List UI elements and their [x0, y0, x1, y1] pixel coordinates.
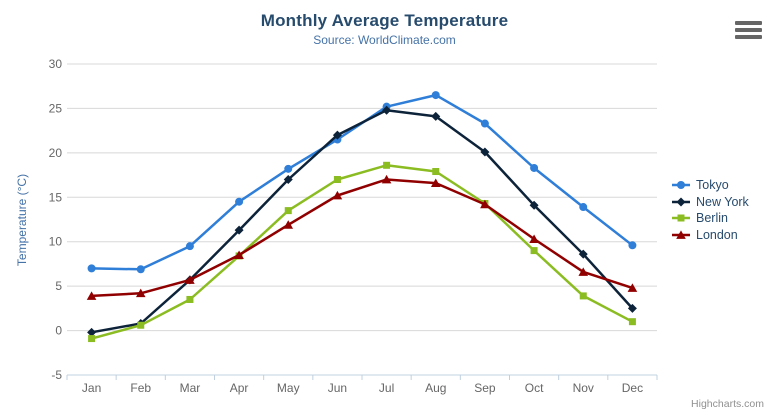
point-tokyo-mar[interactable] [185, 242, 194, 251]
point-london-aug[interactable] [430, 178, 441, 187]
legend-label: Tokyo [696, 178, 729, 193]
hamburger-icon [735, 35, 762, 39]
series-line-tokyo [90, 93, 634, 271]
chart-title: Monthly Average Temperature [260, 11, 509, 30]
legend-symbol-london[interactable] [676, 230, 686, 239]
point-berlin-oct[interactable] [530, 247, 538, 255]
new-york-series-marker-icon [672, 197, 690, 207]
x-axis-label: Oct [525, 381, 544, 395]
point-berlin-mar[interactable] [186, 295, 194, 303]
point-tokyo-oct[interactable] [530, 163, 539, 172]
point-tokyo-feb[interactable] [136, 265, 145, 274]
point-new-york-jul[interactable] [382, 105, 392, 115]
y-axis-label: 0 [55, 324, 62, 338]
point-tokyo-dec[interactable] [628, 241, 637, 250]
y-axis-label: 15 [49, 190, 63, 204]
point-london-nov[interactable] [578, 267, 589, 276]
point-london-sep[interactable] [480, 199, 490, 209]
x-axis-labels: Jan Feb Mar Apr May Jun Jul Aug Sep Oct Nov Dec [82, 381, 643, 395]
y-axis-label: 30 [49, 57, 63, 71]
point-london-jul[interactable] [381, 174, 392, 184]
point-new-york-may[interactable] [283, 175, 293, 185]
point-london-mar[interactable] [185, 275, 195, 284]
point-new-york-dec[interactable] [627, 303, 637, 313]
series-new-york[interactable] [87, 105, 637, 337]
point-new-york-jan[interactable] [87, 327, 97, 337]
tokyo-series-marker-icon [672, 181, 690, 190]
point-berlin-nov[interactable] [579, 292, 587, 300]
point-london-may[interactable] [283, 220, 294, 229]
point-new-york-jun[interactable] [332, 130, 342, 140]
x-axis-label: Feb [130, 381, 151, 395]
y-axis-label: 20 [49, 146, 63, 160]
x-axis-label: Jan [82, 381, 101, 395]
point-berlin-dec[interactable] [628, 318, 636, 326]
point-new-york-apr[interactable] [234, 225, 244, 235]
legend-item-berlin[interactable]: Berlin [671, 210, 749, 227]
legend-label: Berlin [696, 211, 728, 226]
legend-symbol-new-york[interactable] [676, 197, 686, 207]
point-london-dec[interactable] [627, 283, 638, 292]
point-berlin-aug[interactable] [432, 168, 440, 176]
chart-subtitle: Source: WorldClimate.com [313, 33, 456, 47]
x-axis-label: May [277, 381, 300, 395]
x-axis-label: Sep [474, 381, 496, 395]
y-axis-labels: -5 0 5 10 15 20 25 30 [49, 57, 63, 382]
credits-link[interactable]: Highcharts.com [691, 398, 764, 410]
point-london-jan[interactable] [86, 291, 97, 300]
x-axis-label: Aug [425, 381, 446, 395]
berlin-series-marker-icon [672, 214, 690, 222]
legend-item-new-york[interactable]: New York [671, 194, 749, 211]
series-line-berlin [90, 164, 634, 340]
series-tokyo[interactable] [87, 91, 637, 274]
hamburger-icon [735, 21, 762, 25]
point-berlin-may[interactable] [284, 207, 292, 215]
legend-item-tokyo[interactable]: Tokyo [671, 177, 749, 194]
london-series-marker-icon [672, 230, 690, 239]
point-berlin-feb[interactable] [137, 321, 145, 329]
series-line-london [90, 178, 634, 298]
point-new-york-aug[interactable] [431, 111, 441, 121]
legend: Tokyo New York Berlin London [671, 177, 749, 243]
chart-context-menu-button[interactable] [735, 21, 762, 39]
legend-label: New York [696, 194, 749, 209]
point-tokyo-sep[interactable] [480, 119, 489, 128]
point-tokyo-apr[interactable] [235, 197, 244, 206]
series-london[interactable] [86, 174, 638, 300]
x-axis-label: Jul [379, 381, 394, 395]
y-axis-label: 5 [55, 279, 62, 293]
legend-item-london[interactable]: London [671, 227, 749, 244]
point-tokyo-aug[interactable] [431, 91, 440, 100]
legend-label: London [696, 227, 738, 242]
x-axis-label: Nov [573, 381, 594, 395]
point-berlin-jun[interactable] [333, 176, 341, 184]
point-tokyo-nov[interactable] [579, 203, 588, 212]
point-tokyo-jan[interactable] [87, 264, 96, 273]
point-london-feb[interactable] [135, 288, 146, 298]
point-berlin-jul[interactable] [383, 161, 391, 169]
y-axis-label: 25 [49, 101, 63, 115]
hamburger-icon [735, 28, 762, 32]
x-axis-label: Jun [328, 381, 347, 395]
point-london-jun[interactable] [332, 190, 343, 200]
point-london-apr[interactable] [234, 250, 244, 259]
point-tokyo-may[interactable] [284, 164, 293, 173]
point-new-york-oct[interactable] [529, 200, 539, 210]
x-axis-label: Apr [230, 381, 249, 395]
x-axis-label: Dec [622, 381, 643, 395]
legend-symbol-tokyo[interactable] [677, 181, 685, 190]
point-new-york-sep[interactable] [480, 147, 490, 157]
legend-symbol-berlin[interactable] [677, 214, 685, 222]
x-axis-label: Mar [180, 381, 201, 395]
y-axis-label: 10 [49, 235, 63, 249]
point-london-oct[interactable] [529, 234, 539, 243]
gridlines [67, 63, 657, 332]
series-line-new-york [90, 108, 634, 334]
point-berlin-jan[interactable] [88, 335, 96, 343]
y-axis-label: -5 [51, 368, 62, 382]
x-axis [66, 374, 658, 380]
point-new-york-nov[interactable] [578, 249, 588, 259]
